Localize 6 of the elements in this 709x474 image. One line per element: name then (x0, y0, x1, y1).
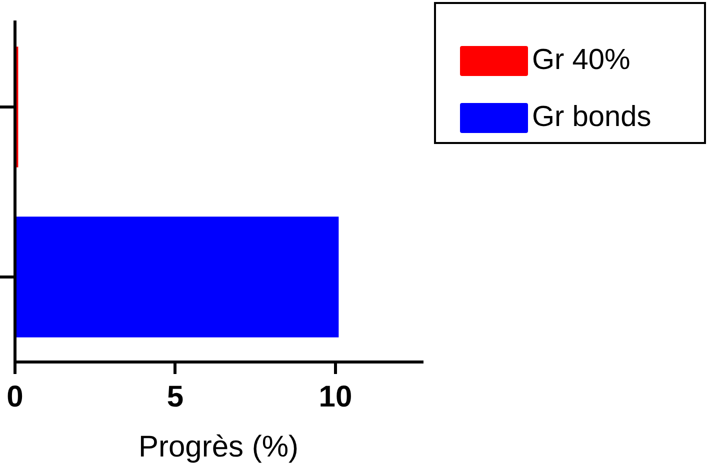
x-tick-label: 10 (318, 380, 352, 414)
x-tick-label: 0 (6, 380, 24, 414)
x-tick-label: 5 (166, 380, 184, 414)
legend-label: Gr bonds (532, 101, 652, 134)
legend-label: Gr 40% (532, 44, 630, 77)
x-axis-title: Progrès (%) (138, 430, 299, 464)
